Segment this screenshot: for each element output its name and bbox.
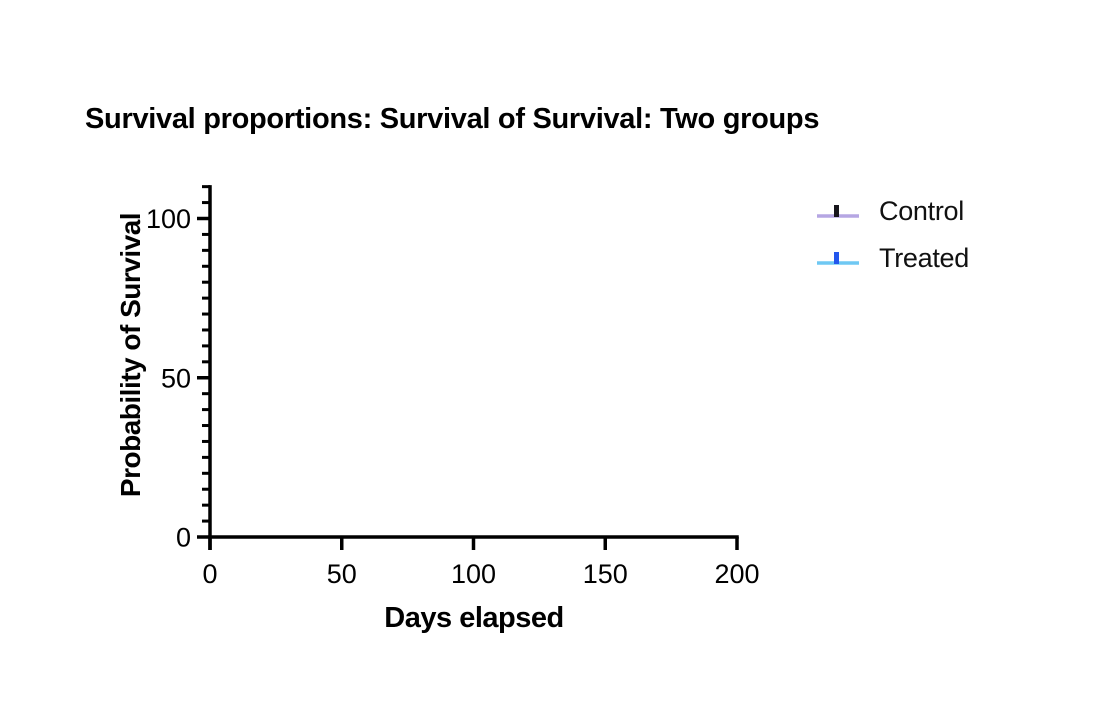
legend-label: Treated: [879, 243, 969, 273]
x-tick-label: 150: [583, 559, 628, 589]
legend-item-control: Control: [817, 188, 969, 235]
censor-tick-icon: [834, 204, 839, 217]
survival-curve-swatch-treated: [817, 251, 859, 265]
x-tick-label: 0: [202, 559, 217, 589]
y-axis-label: Probability of Survival: [115, 212, 146, 498]
legend-item-treated: Treated: [817, 235, 969, 282]
x-axis-label: Days elapsed: [384, 602, 564, 634]
censor-tick-icon: [834, 251, 839, 264]
survival-curve-swatch-control: [817, 204, 859, 218]
x-tick-label: 50: [327, 559, 357, 589]
chart-title: Survival proportions: Survival of Surviv…: [85, 103, 820, 135]
y-tick-label: 0: [176, 523, 191, 553]
x-tick-label: 200: [714, 559, 759, 589]
y-tick-label: 100: [146, 204, 191, 234]
y-tick-label: 50: [161, 363, 191, 393]
x-tick-label: 100: [451, 559, 496, 589]
legend: Control Treated: [817, 188, 969, 282]
legend-label: Control: [879, 196, 964, 226]
